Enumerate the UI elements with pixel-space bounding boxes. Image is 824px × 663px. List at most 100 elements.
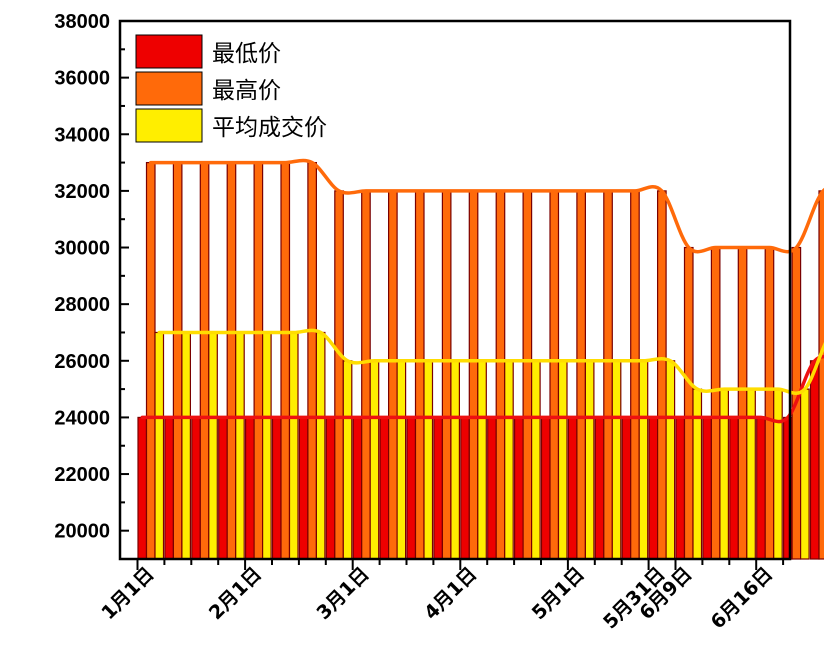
bar-min — [245, 416, 255, 560]
bar-avg — [692, 388, 703, 560]
bar-min — [218, 416, 228, 560]
bar-min — [540, 416, 551, 560]
bar-avg — [208, 331, 218, 560]
bar-min — [675, 416, 686, 560]
bar-avg — [235, 331, 245, 560]
bar-avg — [342, 360, 353, 560]
bar-min — [648, 416, 659, 560]
x-axis-ticks — [136, 559, 785, 570]
bar-min — [271, 416, 282, 560]
bar-min — [406, 416, 417, 560]
bar-avg — [369, 360, 380, 560]
y-tick-label: 38000 — [54, 11, 110, 33]
bar-max — [683, 246, 694, 560]
y-tick-label: 26000 — [54, 351, 110, 373]
legend-label: 最低价 — [212, 41, 281, 67]
bar-avg — [611, 360, 622, 560]
y-axis-ticks — [120, 20, 129, 560]
bar-avg — [477, 360, 487, 560]
bar-max — [226, 161, 237, 560]
bar-min — [729, 416, 739, 560]
bar-max — [764, 246, 775, 560]
bar-avg — [423, 360, 434, 560]
bar-min — [191, 416, 201, 560]
trend-line-min — [140, 354, 824, 424]
bar-avg — [450, 360, 460, 560]
bar-max — [710, 246, 721, 560]
bar-avg — [504, 360, 514, 560]
bar-min — [460, 416, 470, 560]
bar-min — [487, 416, 497, 560]
bar-min — [433, 416, 443, 560]
bar-max — [495, 190, 506, 560]
bar-min — [164, 416, 174, 560]
bar-avg — [288, 331, 299, 560]
bar-min — [325, 416, 336, 560]
bar-avg — [557, 360, 568, 560]
bar-max — [361, 190, 371, 560]
x-tick-label: 1月1日 — [97, 563, 158, 624]
bar-max — [441, 190, 452, 560]
bar-min — [352, 416, 363, 560]
bar-min — [756, 416, 766, 560]
bar-avg — [665, 360, 676, 560]
y-tick-label: 24000 — [54, 407, 110, 429]
bar-avg — [584, 360, 595, 560]
y-axis-tick-labels: 20000 22000 24000 26000 28000 30000 32000 34000… — [54, 11, 110, 543]
bar-max — [603, 190, 613, 560]
bar-max — [522, 190, 533, 560]
x-tick-label: 5月1日 — [528, 563, 589, 624]
x-tick-label: 4月1日 — [420, 563, 481, 624]
bar-max — [253, 161, 264, 560]
legend-swatch — [135, 108, 203, 143]
y-tick-label: 36000 — [54, 68, 110, 90]
y-tick-label: 22000 — [54, 464, 110, 486]
y-tick-label: 34000 — [54, 124, 110, 146]
y-tick-label: 28000 — [54, 294, 110, 316]
bar-min — [298, 416, 309, 560]
trend-line-max — [149, 158, 824, 254]
bar-max — [468, 190, 479, 560]
legend-swatch — [135, 34, 203, 69]
legend-label: 平均成交价 — [212, 115, 327, 141]
bar-avg — [154, 331, 165, 560]
bar-min — [621, 416, 632, 560]
bar-max — [630, 190, 640, 560]
bar-max — [199, 161, 210, 560]
bar-max — [737, 246, 748, 560]
bar-min — [379, 416, 390, 560]
legend-swatch — [135, 71, 203, 106]
bar-max — [307, 161, 317, 560]
bar-max — [280, 161, 291, 560]
bar-avg — [262, 331, 272, 560]
bar-max — [172, 161, 183, 560]
plot-frame — [118, 19, 792, 561]
legend-label: 最高价 — [212, 78, 281, 104]
bar-avg — [719, 388, 730, 560]
trend-line-avg — [157, 328, 824, 396]
bar-min — [567, 416, 578, 560]
bar-max — [388, 190, 398, 560]
bar-max — [818, 190, 824, 560]
bar-avg — [181, 331, 191, 560]
bar-max — [334, 190, 344, 560]
y-tick-label: 20000 — [54, 521, 110, 543]
bar-avg — [396, 360, 407, 560]
bar-min — [137, 416, 148, 560]
bar-max — [576, 190, 587, 560]
bar-avg — [746, 388, 756, 560]
bar-avg — [315, 331, 326, 560]
x-tick-label: 2月1日 — [205, 563, 266, 624]
bar-max — [549, 190, 560, 560]
bar-max — [656, 190, 667, 560]
bar-min — [809, 360, 820, 560]
trend-lines — [140, 158, 824, 424]
bar-min — [513, 416, 524, 560]
bar-max — [145, 161, 156, 560]
y-tick-label: 30000 — [54, 238, 110, 260]
bar-max — [414, 190, 425, 560]
x-tick-label: 6月16日 — [707, 563, 777, 633]
